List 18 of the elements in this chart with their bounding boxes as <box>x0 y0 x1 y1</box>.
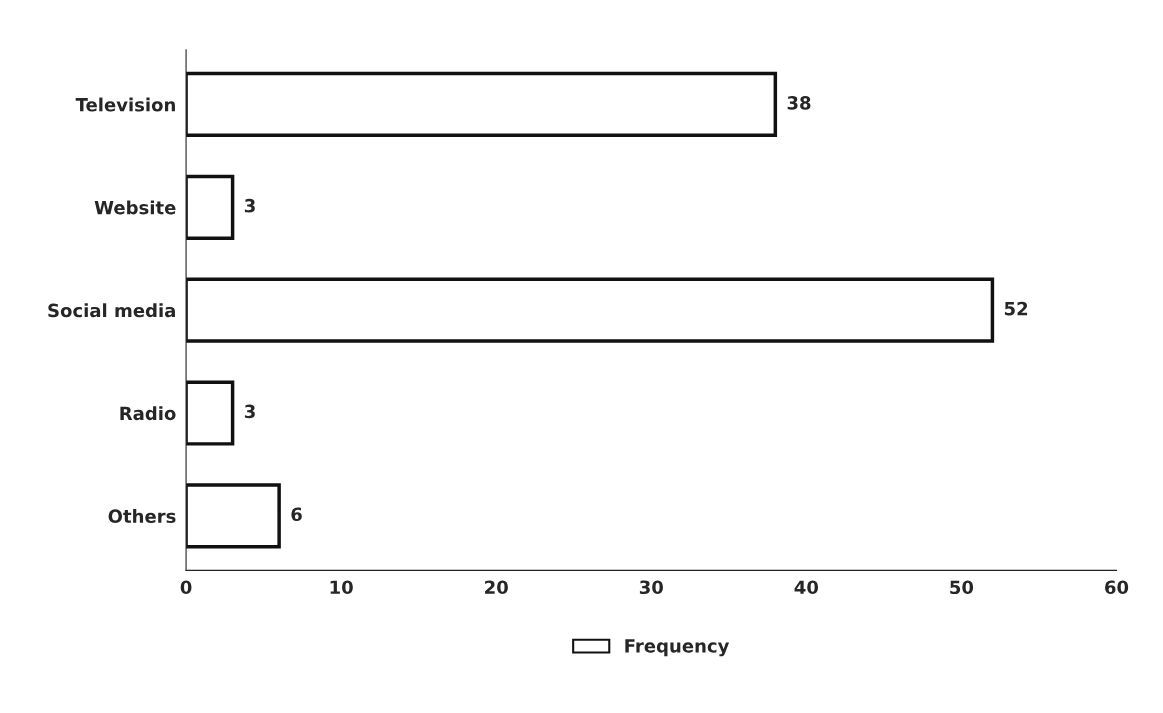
data-label: 6 <box>291 507 302 522</box>
x-tick-label: 20 <box>485 580 508 595</box>
data-label: 3 <box>244 404 255 419</box>
x-tick-label: 50 <box>950 580 974 595</box>
x-tick-label: 60 <box>1105 580 1129 595</box>
y-tick-label: Social media <box>48 303 175 318</box>
y-tick-label: Television <box>75 97 175 112</box>
x-tick-label: 10 <box>330 580 353 595</box>
data-label: 38 <box>787 96 811 110</box>
y-tick-label: Radio <box>120 406 176 421</box>
legend-label: Frequency <box>625 639 730 657</box>
y-tick-label: Others <box>108 509 176 523</box>
data-label: 3 <box>244 198 255 213</box>
x-tick-label: 30 <box>639 580 663 595</box>
x-tick-label: 40 <box>794 580 819 595</box>
data-label: 52 <box>1004 301 1028 316</box>
y-tick-label: Website <box>94 200 176 215</box>
x-tick-label: 0 <box>180 580 192 595</box>
